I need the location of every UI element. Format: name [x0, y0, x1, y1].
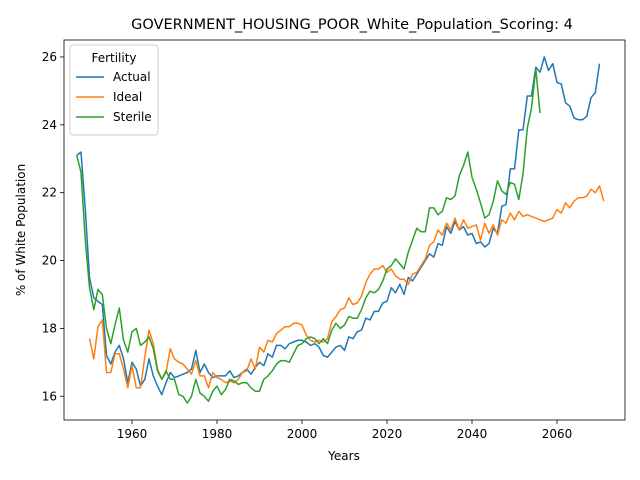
- legend-label-actual: Actual: [113, 70, 151, 84]
- x-tick-label: 2040: [457, 427, 488, 441]
- x-tick-label: 1980: [202, 427, 233, 441]
- x-tick-label: 2060: [542, 427, 573, 441]
- y-tick-label: 18: [42, 321, 57, 335]
- x-tick-label: 2000: [287, 427, 318, 441]
- y-axis-title: % of White Population: [14, 164, 28, 296]
- y-tick-label: 22: [42, 186, 57, 200]
- y-tick-label: 20: [42, 254, 57, 268]
- x-tick-label: 2020: [372, 427, 403, 441]
- y-tick-label: 16: [42, 389, 57, 403]
- y-tick-label: 26: [42, 50, 57, 64]
- y-tick-label: 24: [42, 118, 57, 132]
- legend: Fertility Actual Ideal Sterile: [70, 45, 158, 135]
- legend-label-ideal: Ideal: [113, 90, 142, 104]
- x-tick-label: 1960: [117, 427, 148, 441]
- chart-title: GOVERNMENT_HOUSING_POOR_White_Population…: [131, 17, 573, 33]
- x-axis-title: Years: [327, 449, 360, 463]
- legend-label-sterile: Sterile: [113, 110, 152, 124]
- legend-title: Fertility: [91, 51, 136, 65]
